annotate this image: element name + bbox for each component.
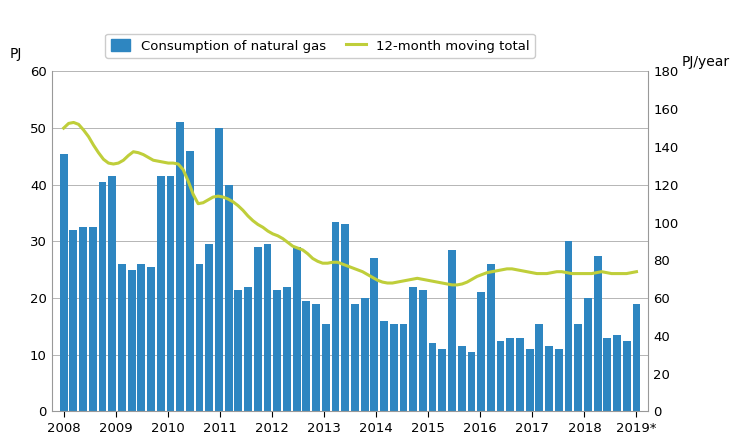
Bar [156, 176, 165, 412]
Bar [604, 338, 611, 412]
Bar [380, 321, 388, 412]
Bar [632, 304, 641, 412]
Bar [196, 264, 204, 412]
Bar [458, 346, 466, 412]
Bar [574, 324, 582, 412]
Bar [390, 324, 398, 412]
Bar [167, 176, 174, 412]
Bar [176, 123, 184, 412]
Bar [545, 346, 553, 412]
Bar [205, 244, 213, 412]
Bar [516, 338, 524, 412]
Bar [448, 250, 456, 412]
Bar [60, 153, 68, 412]
Bar [254, 247, 262, 412]
Bar [273, 289, 281, 412]
Bar [225, 185, 232, 412]
Bar [467, 352, 475, 412]
Bar [341, 224, 349, 412]
Bar [331, 222, 339, 412]
Bar [137, 264, 145, 412]
Bar [497, 341, 505, 412]
Bar [99, 182, 106, 412]
Bar [186, 151, 194, 412]
Bar [69, 230, 77, 412]
Bar [235, 289, 242, 412]
Legend: Consumption of natural gas, 12-month moving total: Consumption of natural gas, 12-month mov… [106, 34, 535, 58]
Bar [263, 244, 272, 412]
Bar [419, 289, 427, 412]
Bar [370, 259, 379, 412]
Bar [283, 287, 291, 412]
Bar [361, 298, 368, 412]
Bar [623, 341, 631, 412]
Bar [555, 349, 562, 412]
Bar [438, 349, 446, 412]
Bar [594, 256, 601, 412]
Bar [565, 241, 573, 412]
Bar [429, 343, 436, 412]
Bar [351, 304, 359, 412]
Bar [293, 247, 300, 412]
Bar [312, 304, 320, 412]
Bar [79, 227, 87, 412]
Bar [584, 298, 592, 412]
Bar [89, 227, 97, 412]
Bar [613, 335, 621, 412]
Bar [118, 264, 125, 412]
Bar [322, 324, 330, 412]
Y-axis label: PJ: PJ [10, 47, 22, 61]
Bar [536, 324, 543, 412]
Bar [399, 324, 407, 412]
Bar [128, 270, 136, 412]
Bar [215, 128, 223, 412]
Bar [506, 338, 514, 412]
Bar [147, 267, 155, 412]
Bar [525, 349, 534, 412]
Bar [108, 176, 116, 412]
Y-axis label: PJ/year: PJ/year [681, 55, 729, 69]
Bar [487, 264, 494, 412]
Bar [244, 287, 252, 412]
Bar [303, 301, 310, 412]
Bar [477, 293, 485, 412]
Bar [410, 287, 417, 412]
